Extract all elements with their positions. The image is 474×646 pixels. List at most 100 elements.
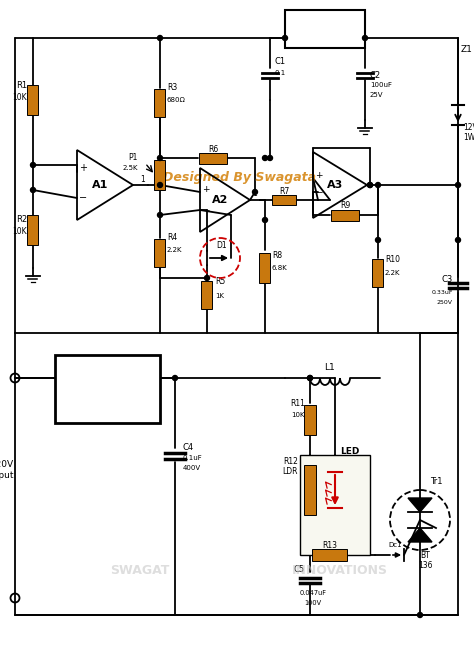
Circle shape <box>283 36 288 41</box>
Text: +: + <box>315 171 323 180</box>
Bar <box>27 85 38 115</box>
Text: 78L05: 78L05 <box>310 34 340 43</box>
Circle shape <box>30 163 36 167</box>
Circle shape <box>253 189 257 194</box>
Bar <box>155 160 165 190</box>
Bar <box>300 455 370 555</box>
Circle shape <box>204 275 210 280</box>
Circle shape <box>173 375 177 380</box>
Bar <box>304 405 316 435</box>
Text: 0.047uF: 0.047uF <box>300 590 327 596</box>
Text: LDR: LDR <box>283 468 298 477</box>
Text: BT: BT <box>420 550 430 559</box>
Text: 1: 1 <box>141 174 146 183</box>
Circle shape <box>456 238 461 242</box>
Text: R9: R9 <box>340 202 350 211</box>
Circle shape <box>157 156 163 160</box>
Circle shape <box>267 156 273 160</box>
Text: A3: A3 <box>327 180 343 190</box>
Text: R10: R10 <box>385 256 400 264</box>
Text: R8: R8 <box>272 251 282 260</box>
Text: C5: C5 <box>294 565 305 574</box>
Text: C3: C3 <box>442 275 453 284</box>
Text: FAN: FAN <box>85 379 130 399</box>
Text: R6: R6 <box>208 145 218 154</box>
Text: 1K: 1K <box>209 158 218 164</box>
Bar <box>259 253 271 283</box>
Text: 6.8K: 6.8K <box>337 215 353 221</box>
Bar <box>331 209 359 220</box>
Text: 220V
input: 220V input <box>0 461 14 480</box>
Circle shape <box>157 183 163 187</box>
Text: 10K: 10K <box>12 227 27 236</box>
Text: 1W: 1W <box>463 134 474 143</box>
Circle shape <box>30 187 36 193</box>
Text: 25V: 25V <box>370 92 383 98</box>
Text: C2: C2 <box>370 70 381 79</box>
Text: SWAGAT: SWAGAT <box>110 563 170 576</box>
Text: D1: D1 <box>217 240 228 249</box>
Circle shape <box>263 218 267 222</box>
Circle shape <box>418 612 422 618</box>
Circle shape <box>456 183 461 187</box>
Polygon shape <box>408 498 432 512</box>
Text: R5: R5 <box>215 278 225 286</box>
Text: +: + <box>202 185 210 194</box>
Text: 1K: 1K <box>280 200 289 206</box>
Text: 136: 136 <box>418 561 432 570</box>
Text: A2: A2 <box>212 195 228 205</box>
Text: 1: 1 <box>253 189 257 198</box>
Text: 0.1: 0.1 <box>275 70 286 76</box>
Bar <box>155 239 165 267</box>
Bar <box>155 89 165 117</box>
Text: 680Ω: 680Ω <box>167 97 186 103</box>
Bar <box>285 10 365 48</box>
Circle shape <box>367 183 373 187</box>
Bar <box>272 195 296 205</box>
Bar <box>199 152 227 163</box>
Text: 250V: 250V <box>437 300 453 306</box>
Text: −: − <box>315 187 323 196</box>
Circle shape <box>308 375 312 380</box>
Circle shape <box>308 375 312 380</box>
Text: LED: LED <box>340 448 359 457</box>
Circle shape <box>263 156 267 160</box>
Text: 100uF: 100uF <box>370 82 392 88</box>
Bar <box>201 281 212 309</box>
Text: 100V: 100V <box>304 600 321 606</box>
Text: 2.2K: 2.2K <box>385 270 401 276</box>
Text: R3: R3 <box>167 83 177 92</box>
Text: INNOVATIONS: INNOVATIONS <box>292 563 388 576</box>
Bar <box>373 259 383 287</box>
Text: R11: R11 <box>290 399 305 408</box>
Text: 0.1uF: 0.1uF <box>183 455 203 461</box>
Text: IC1: IC1 <box>317 19 333 28</box>
Text: 0.33uF: 0.33uF <box>431 289 453 295</box>
Text: P1: P1 <box>128 154 138 163</box>
Text: 10K: 10K <box>292 412 305 418</box>
Text: R12: R12 <box>283 457 298 466</box>
Text: A1: A1 <box>92 180 108 190</box>
Text: 400V: 400V <box>183 465 201 471</box>
Text: 2.2K: 2.2K <box>167 247 182 253</box>
Text: R7: R7 <box>279 187 289 196</box>
Bar <box>304 465 316 515</box>
Circle shape <box>157 213 163 218</box>
Text: Tr1: Tr1 <box>430 477 443 486</box>
Text: +: + <box>79 163 87 173</box>
Text: −: − <box>202 205 210 214</box>
Text: Z1: Z1 <box>461 45 473 54</box>
Bar <box>27 215 38 245</box>
Circle shape <box>375 183 381 187</box>
Text: Dc1: Dc1 <box>388 542 402 548</box>
Text: 12V: 12V <box>463 123 474 132</box>
Text: C4: C4 <box>183 444 194 452</box>
Text: R2: R2 <box>16 216 27 225</box>
Text: 6.8K: 6.8K <box>272 265 288 271</box>
Text: 10K: 10K <box>12 92 27 101</box>
Circle shape <box>367 183 373 187</box>
Text: Designed By Swagata: Designed By Swagata <box>164 171 317 185</box>
Circle shape <box>363 36 367 41</box>
Text: L1: L1 <box>325 364 336 373</box>
Text: R4: R4 <box>167 233 177 242</box>
